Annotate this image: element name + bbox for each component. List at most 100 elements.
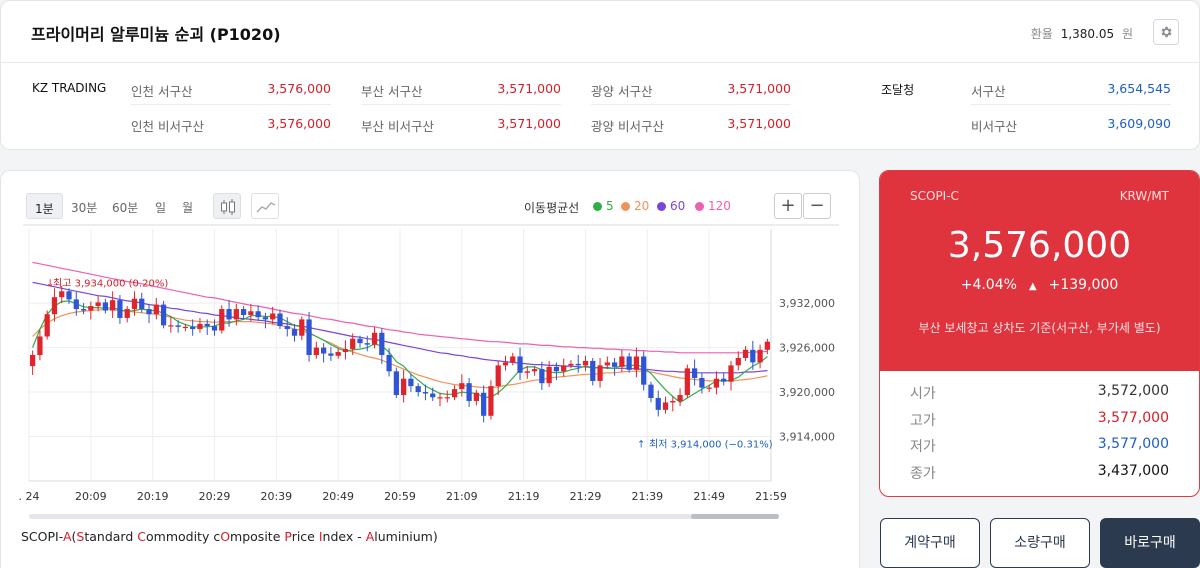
fx-label: 환율 <box>1030 27 1053 41</box>
candle-body <box>742 349 749 358</box>
interval-tab[interactable]: 1분 <box>26 193 63 219</box>
interval-tab[interactable]: 60분 <box>112 201 139 215</box>
candle-body <box>51 297 58 315</box>
candle-body <box>102 302 109 311</box>
buy-now-button[interactable]: 바로구매 <box>1100 518 1200 568</box>
footnote-segment: S <box>76 529 85 544</box>
candle-body <box>728 365 734 382</box>
ma-dot-icon <box>593 202 602 211</box>
candle-body <box>291 329 298 336</box>
price-name: 인천 서구산 <box>131 84 193 99</box>
candle-body <box>539 369 545 384</box>
price-name: 비서구산 <box>971 119 1018 134</box>
footnote-segment: luminium) <box>374 529 438 544</box>
interval-tab[interactable]: 일 <box>155 201 167 215</box>
x-tick-label: 21:09 <box>446 490 478 503</box>
footnote-segment: P <box>284 529 292 544</box>
price-basis: 부산 보세창고 상차도 기준(서구산, 부가세 별도) <box>918 321 1161 335</box>
x-tick-label: 21:29 <box>570 490 602 503</box>
candle-body <box>320 347 327 354</box>
ohlc-label: 저가 <box>910 439 936 455</box>
candle-body <box>626 356 632 370</box>
current-price: 3,576,000 <box>947 225 1132 266</box>
candlestick-chart[interactable]: 3,932,000 3,926,000 3,920,000 3,914,000 . 24… <box>1 219 859 519</box>
candle-body <box>357 338 363 344</box>
footnote-segment: mposite <box>230 529 285 544</box>
candle-body <box>379 332 385 355</box>
candle-chart-toggle[interactable] <box>213 193 241 219</box>
contract-purchase-button[interactable]: 계약구매 <box>880 518 980 568</box>
interval-tab[interactable]: 30분 <box>71 201 98 215</box>
ma-period: 60 <box>670 199 686 213</box>
unit: KRW/MT <box>1119 189 1169 203</box>
ohlc-value: 3,577,000 <box>1097 409 1169 426</box>
ma-legend-item[interactable]: 5 <box>593 199 614 213</box>
candle-body <box>88 306 94 311</box>
candle-body <box>131 298 138 310</box>
change-amount: +139,000 <box>1048 277 1119 293</box>
x-tick-label: . 24 <box>19 490 40 503</box>
quote-card: SCOPI-C KRW/MT 3,576,000 +4.04% ▲ +139,000… <box>879 170 1200 497</box>
candle-body <box>488 386 494 416</box>
x-tick-label: 20:09 <box>75 490 107 503</box>
candle-body <box>437 397 443 399</box>
candle-body <box>306 319 312 355</box>
y-tick-label: 3,932,000 <box>779 297 835 310</box>
x-tick-label: 20:59 <box>384 490 416 503</box>
price-row: 부산 비서구산 3,571,000 <box>361 106 561 140</box>
candle-body <box>342 349 349 353</box>
x-tick-label: 20:39 <box>260 490 292 503</box>
footnote-segment: A <box>365 529 375 544</box>
low-annotation: 최저 3,914,000 (−0.31%) <box>649 439 773 451</box>
ma-legend-item[interactable]: 20 <box>621 199 649 213</box>
gear-icon <box>1161 26 1172 38</box>
ma-legend-item[interactable]: 60 <box>657 199 685 213</box>
footnote-segment: rice <box>291 529 319 544</box>
interval-tab[interactable]: 월 <box>182 201 194 215</box>
candle-body <box>73 299 79 310</box>
ohlc-row: 고가 3,577,000 <box>910 410 1169 436</box>
candle-body <box>524 371 530 373</box>
header-card: 프라이머리 알루미늄 순괴 (P1020) 환율 1,380.05 원 KZ T… <box>0 0 1200 150</box>
candle-body <box>750 349 756 363</box>
candle-body <box>495 365 501 387</box>
candle-body <box>670 400 676 403</box>
candlestick-icon <box>221 199 235 215</box>
candle-body <box>510 356 516 363</box>
candle-body <box>531 369 538 372</box>
candle-body <box>160 304 167 326</box>
line-chart-icon <box>256 202 276 213</box>
scrollbar-thumb[interactable] <box>691 514 779 519</box>
page-title: 프라이머리 알루미늄 순괴 (P1020) <box>31 25 281 44</box>
ohlc-value: 3,437,000 <box>1097 462 1169 479</box>
y-tick-label: 3,926,000 <box>779 342 835 355</box>
candle-body <box>30 355 36 367</box>
candle-body <box>350 338 356 350</box>
candle-body <box>677 395 683 401</box>
ohlc-label: 시가 <box>910 386 936 402</box>
price-row: 인천 서구산 3,576,000 <box>131 71 331 105</box>
candle-body <box>611 362 618 367</box>
candle-body <box>408 378 414 387</box>
candle-body <box>422 392 429 394</box>
settings-button[interactable] <box>1153 19 1179 45</box>
zoom-out-button[interactable]: − <box>803 193 831 219</box>
candle-body <box>764 341 770 350</box>
candle-body <box>648 384 654 398</box>
small-purchase-button[interactable]: 소량구매 <box>990 518 1090 568</box>
y-tick-label: 3,914,000 <box>779 431 835 444</box>
line-chart-toggle[interactable] <box>251 193 279 219</box>
price-name: 부산 비서구산 <box>361 119 434 134</box>
ohlc-label: 고가 <box>910 412 936 429</box>
down-arrow-icon: ↓ <box>46 278 54 289</box>
candle-body <box>735 357 741 366</box>
zoom-in-button[interactable]: + <box>774 193 802 219</box>
candle-body <box>204 323 210 327</box>
candle-body <box>655 397 661 410</box>
footnote-segment: tandard <box>84 529 138 544</box>
x-tick-label: 20:49 <box>322 490 354 503</box>
plus-icon: + <box>780 195 796 216</box>
ma-legend-item[interactable]: 120 <box>695 199 731 213</box>
candle-body <box>44 314 50 337</box>
candle-body <box>481 392 487 416</box>
